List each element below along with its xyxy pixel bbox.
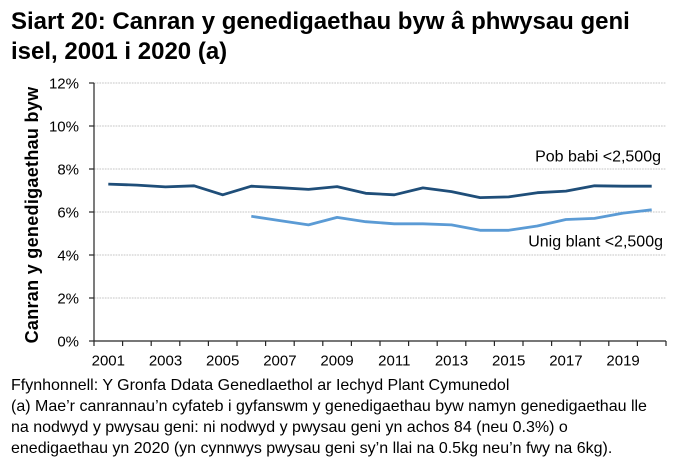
svg-text:2009: 2009	[320, 353, 353, 370]
svg-text:4%: 4%	[57, 247, 79, 264]
svg-text:2%: 2%	[57, 290, 79, 307]
svg-text:10%: 10%	[49, 118, 79, 135]
svg-text:2013: 2013	[435, 353, 468, 370]
svg-text:2003: 2003	[149, 353, 182, 370]
svg-text:2019: 2019	[606, 353, 639, 370]
svg-text:6%: 6%	[57, 204, 79, 221]
svg-text:Pob babi <2,500g: Pob babi <2,500g	[535, 149, 661, 166]
svg-text:2005: 2005	[206, 353, 239, 370]
svg-text:0%: 0%	[57, 333, 79, 350]
svg-text:8%: 8%	[57, 161, 79, 178]
svg-text:12%: 12%	[49, 75, 79, 92]
svg-text:2015: 2015	[492, 353, 525, 370]
svg-text:2011: 2011	[378, 353, 410, 370]
svg-text:2007: 2007	[263, 353, 296, 370]
svg-text:2017: 2017	[549, 353, 582, 370]
svg-text:Unig blant <2,500g: Unig blant <2,500g	[528, 234, 663, 251]
svg-text:2001: 2001	[92, 353, 125, 370]
svg-text:Canran y genedigaethau byw: Canran y genedigaethau byw	[22, 86, 42, 344]
